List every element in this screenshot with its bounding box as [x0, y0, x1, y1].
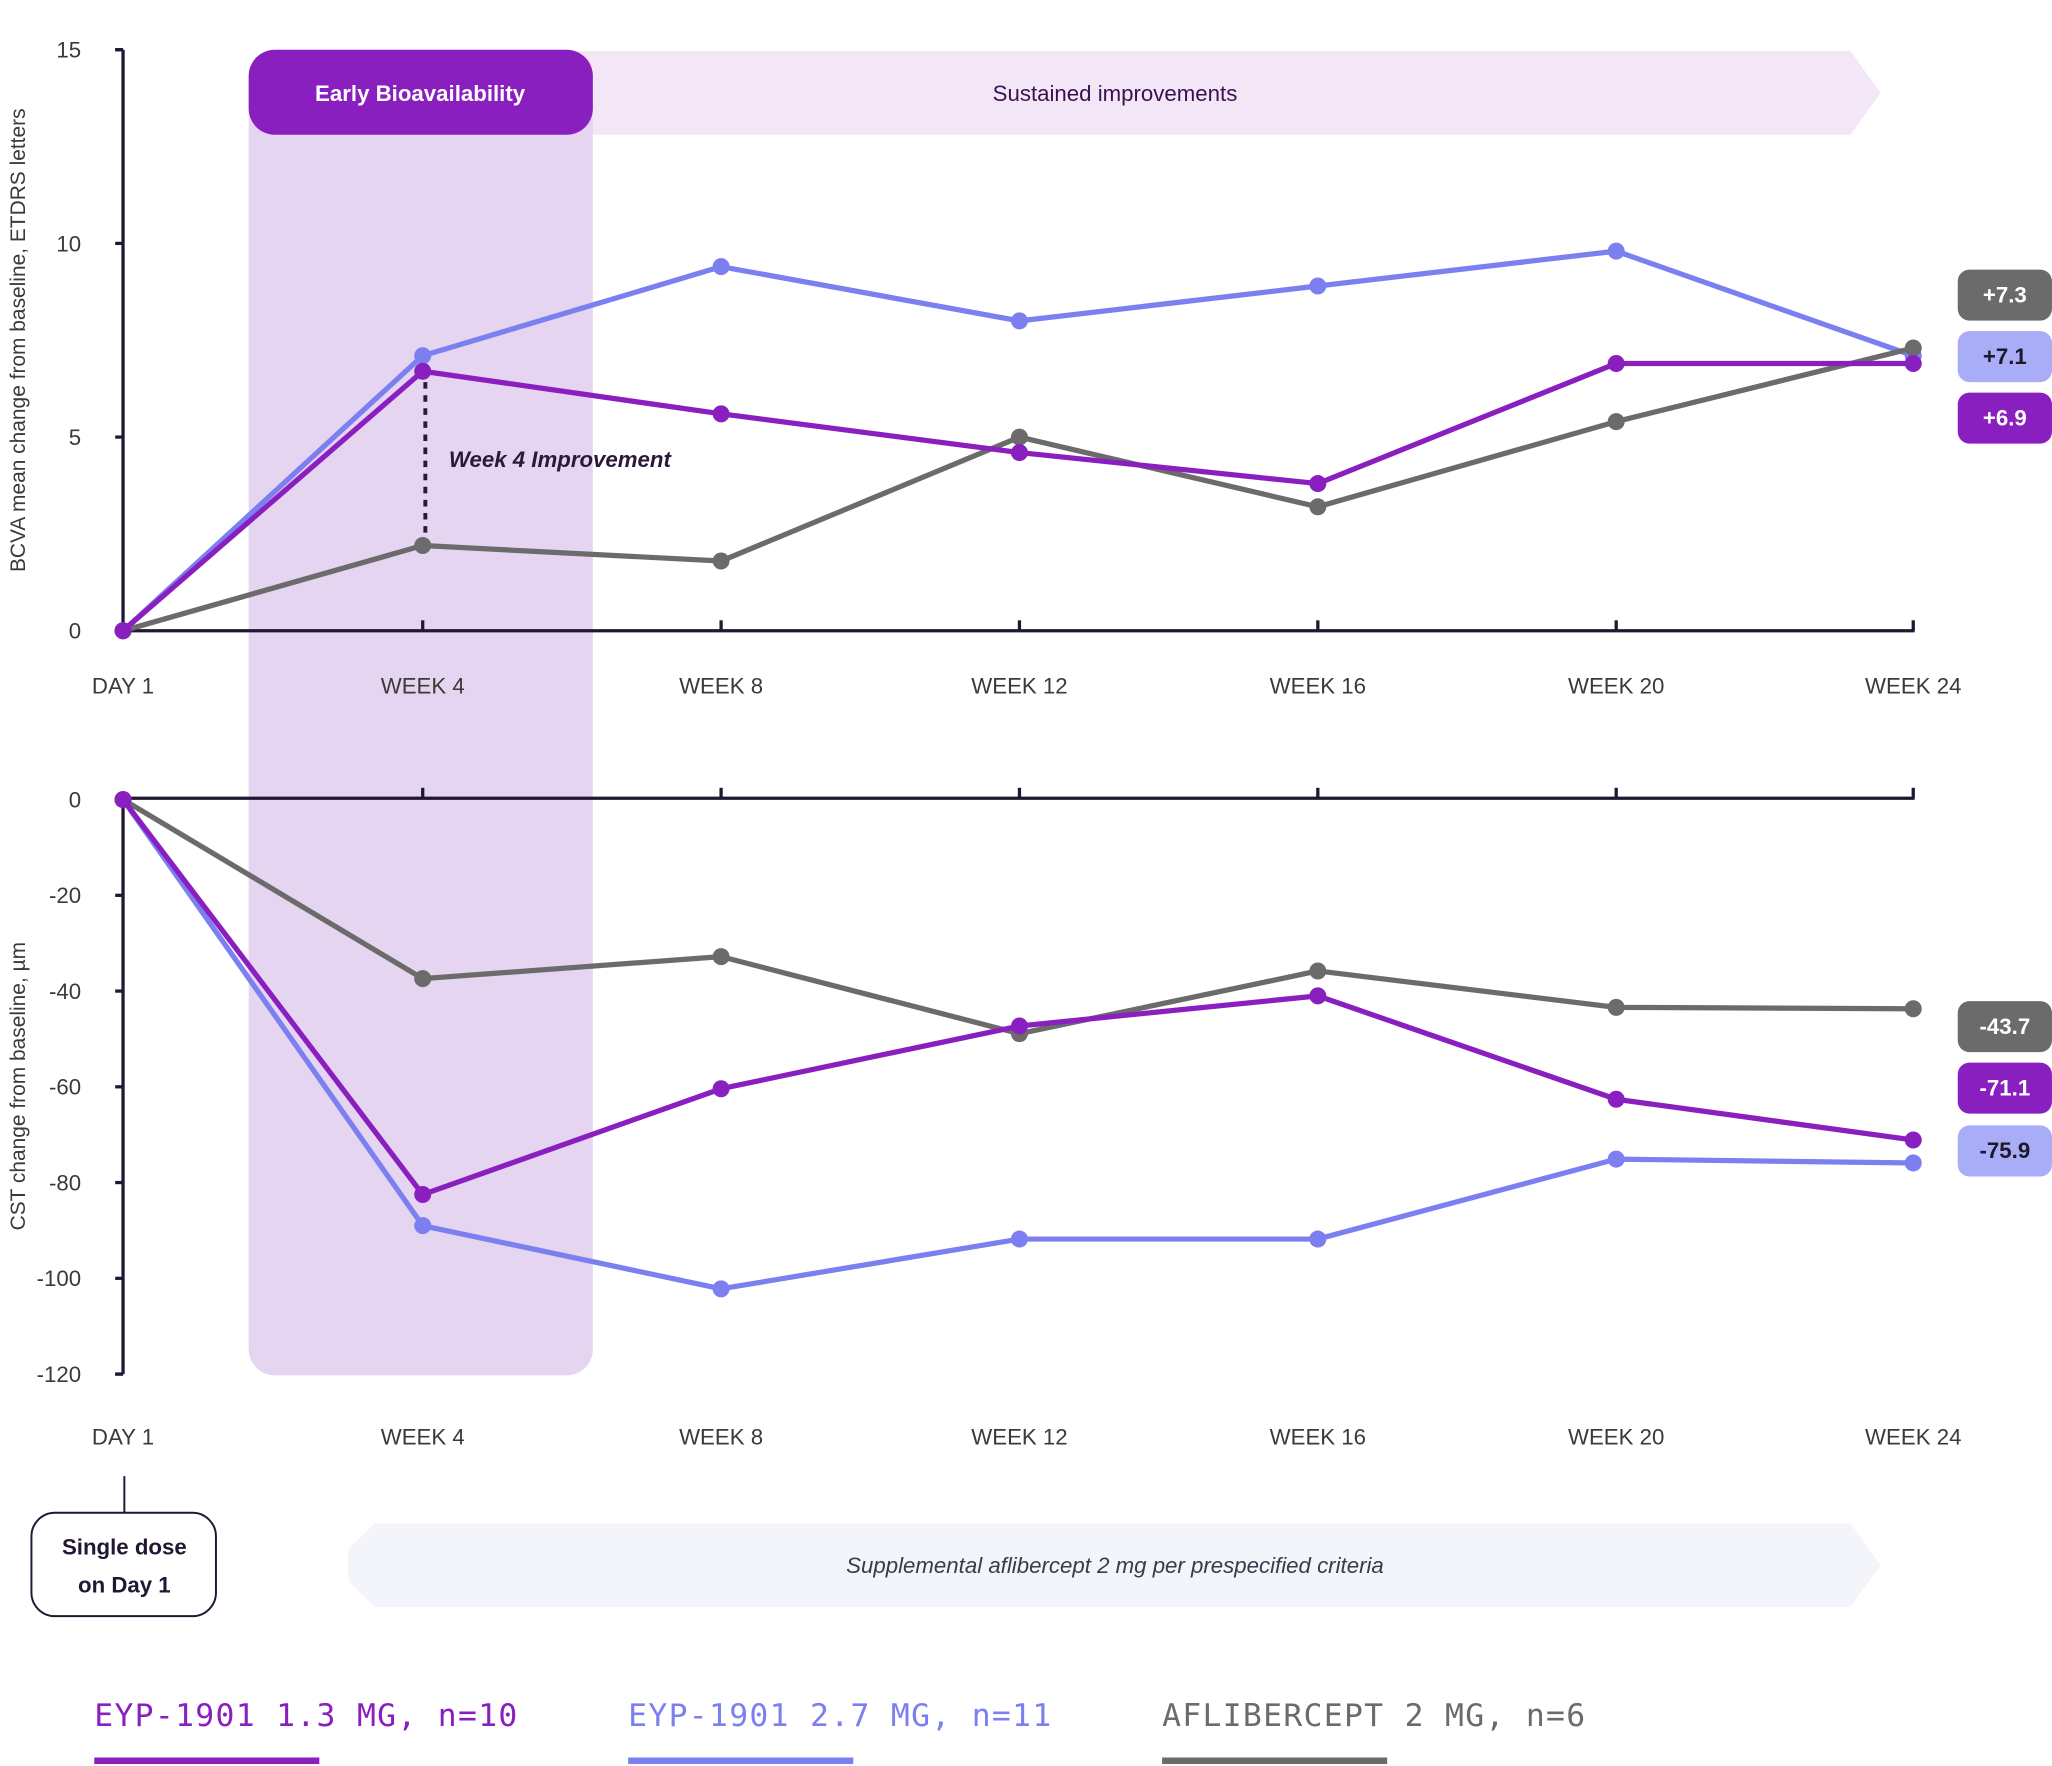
single-dose-line2: on Day 1 — [78, 1573, 171, 1598]
data-point-aflib — [1309, 962, 1327, 980]
sustained-improvements-label: Sustained improvements — [993, 81, 1238, 106]
y-tick-label: -20 — [49, 883, 81, 908]
data-point-eyp13 — [114, 791, 132, 809]
data-point-eyp27 — [414, 347, 432, 365]
end-value-badge-aflib — [1957, 1001, 2052, 1053]
data-point-eyp13 — [414, 362, 432, 380]
end-value-label-eyp13: +6.9 — [1983, 405, 2027, 430]
end-value-badge-eyp27 — [1957, 1125, 2052, 1177]
y-tick-label: -40 — [49, 979, 81, 1004]
data-point-eyp13 — [712, 1080, 730, 1098]
data-point-aflib — [414, 537, 432, 555]
x-tick-label: WEEK 24 — [1865, 1425, 1961, 1450]
supplemental-label: Supplemental aflibercept 2 mg per prespe… — [846, 1553, 1384, 1578]
data-point-aflib — [712, 552, 730, 570]
legend-label-eyp27: EYP-1901 2.7 MG, n=11 — [628, 1698, 1052, 1734]
x-tick-label: WEEK 16 — [1270, 1425, 1366, 1450]
y-tick-label: 10 — [56, 231, 81, 256]
end-value-label-eyp27: +7.1 — [1983, 344, 2027, 369]
end-value-label-eyp27: -75.9 — [1980, 1138, 2031, 1163]
data-point-aflib — [1607, 413, 1625, 431]
x-tick-label: WEEK 8 — [679, 1425, 763, 1450]
bottom-y-axis-label: CST change from baseline, µm — [7, 942, 30, 1230]
x-tick-label: WEEK 20 — [1568, 674, 1664, 699]
data-point-eyp27 — [1010, 1230, 1028, 1248]
data-point-eyp13 — [1010, 444, 1028, 462]
end-value-badge-eyp13 — [1957, 1062, 2052, 1114]
data-point-eyp27 — [1607, 1150, 1625, 1168]
x-tick-label: DAY 1 — [92, 1425, 154, 1450]
end-value-label-aflib: +7.3 — [1983, 282, 2027, 307]
x-tick-label: DAY 1 — [92, 674, 154, 699]
data-point-aflib — [712, 948, 730, 966]
data-point-eyp13 — [1309, 987, 1327, 1005]
data-point-eyp27 — [712, 1280, 730, 1298]
legend-swatch-eyp13 — [94, 1757, 320, 1765]
y-tick-label: -60 — [49, 1075, 81, 1100]
y-tick-label: 15 — [56, 38, 81, 63]
y-tick-label: -120 — [37, 1362, 82, 1387]
end-value-badge-eyp13 — [1957, 392, 2052, 444]
early-bioavailability-label: Early Bioavailability — [315, 81, 526, 106]
y-tick-label: 0 — [69, 787, 81, 812]
y-tick-label: -100 — [37, 1266, 82, 1291]
data-point-eyp27 — [1309, 1230, 1327, 1248]
early-bioavailability-label-box — [248, 49, 593, 135]
x-tick-label: WEEK 24 — [1865, 674, 1961, 699]
end-value-label-eyp13: -71.1 — [1980, 1075, 2031, 1100]
x-tick-label: WEEK 4 — [381, 674, 465, 699]
data-point-eyp13 — [1607, 1090, 1625, 1108]
legend-swatch-aflib — [1162, 1757, 1388, 1765]
end-value-badge-eyp27 — [1957, 331, 2052, 383]
single-dose-box — [30, 1511, 217, 1618]
x-tick-label: WEEK 4 — [381, 1425, 465, 1450]
x-tick-label: WEEK 8 — [679, 674, 763, 699]
end-value-label-aflib: -43.7 — [1980, 1014, 2031, 1039]
y-tick-label: -80 — [49, 1170, 81, 1195]
data-point-aflib — [1010, 428, 1028, 446]
data-point-eyp13 — [712, 405, 730, 423]
data-point-eyp13 — [1010, 1017, 1028, 1035]
legend-swatch-eyp27 — [628, 1757, 854, 1765]
data-point-eyp27 — [1010, 312, 1028, 330]
data-point-eyp27 — [414, 1217, 432, 1235]
data-point-eyp13 — [1904, 354, 1922, 372]
data-point-aflib — [414, 970, 432, 988]
week4-improvement-label: Week 4 Improvement — [449, 447, 673, 472]
y-tick-label: 0 — [69, 619, 81, 644]
legend-label-aflib: AFLIBERCEPT 2 MG, n=6 — [1162, 1698, 1586, 1734]
legend-label-eyp13: EYP-1901 1.3 MG, n=10 — [94, 1698, 518, 1734]
legend: EYP-1901 1.3 MG, n=10 EYP-1901 2.7 MG, n… — [94, 1698, 1586, 1765]
data-point-aflib — [1607, 998, 1625, 1016]
sustained-arrow — [575, 51, 1881, 135]
data-point-eyp27 — [1309, 277, 1327, 295]
data-point-eyp13 — [1309, 475, 1327, 493]
data-point-eyp13 — [1904, 1131, 1922, 1149]
data-point-eyp27 — [1904, 1154, 1922, 1172]
data-point-eyp13 — [114, 622, 132, 640]
data-point-aflib — [1309, 498, 1327, 516]
early-bioavailability-band — [248, 51, 593, 1376]
data-point-eyp27 — [712, 258, 730, 276]
x-tick-label: WEEK 12 — [971, 674, 1067, 699]
y-tick-label: 5 — [69, 425, 81, 450]
data-point-aflib — [1904, 339, 1922, 357]
x-tick-label: WEEK 16 — [1270, 674, 1366, 699]
supplemental-arrow — [348, 1523, 1881, 1608]
end-value-badge-aflib — [1957, 269, 2052, 321]
x-tick-label: WEEK 12 — [971, 1425, 1067, 1450]
data-point-eyp27 — [1607, 242, 1625, 260]
data-point-aflib — [1904, 1000, 1922, 1018]
top-y-axis-label: BCVA mean change from baseline, ETDRS le… — [7, 108, 30, 572]
data-point-eyp13 — [1607, 354, 1625, 372]
data-point-eyp13 — [414, 1186, 432, 1204]
x-tick-label: WEEK 20 — [1568, 1425, 1664, 1450]
single-dose-line1: Single dose — [62, 1535, 187, 1560]
